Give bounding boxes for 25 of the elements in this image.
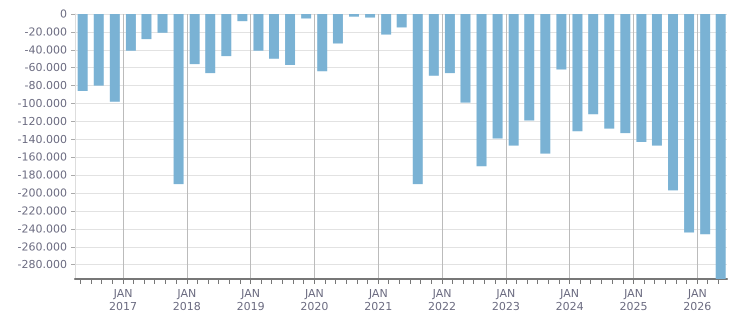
y-tick-label: -20.000 [24,25,67,38]
y-tick-label: -260.000 [18,240,67,254]
x-tick-label: JAN 2021 [364,287,392,313]
x-tick-label: JAN 2026 [683,287,712,313]
x-tick-label: JAN 2017 [109,287,138,313]
x-tick-label: JAN 2020 [300,287,328,313]
x-tick-label: JAN 2022 [428,287,456,313]
y-tick-label: -240.000 [18,222,67,236]
y-tick-label: -160.000 [18,150,67,164]
y-tick-label: -40.000 [24,43,67,56]
y-tick-label: -120.000 [18,114,67,128]
y-tick-label: -220.000 [18,204,67,218]
x-tick-label: JAN 2025 [620,287,648,313]
x-tick-label: JAN 2024 [556,287,584,313]
y-tick-label: -140.000 [18,132,67,146]
x-tick-label: JAN 2019 [236,287,265,313]
y-tick-label: -60.000 [24,61,67,74]
y-tick-label: -100.000 [18,97,67,110]
y-tick-label: -200.000 [18,186,67,200]
y-tick-label: 0 [60,8,67,20]
x-tick-label: JAN 2023 [492,287,520,313]
y-tick-label: -80.000 [24,79,67,92]
x-tick-label: JAN 2018 [172,287,201,313]
y-tick-label: -180.000 [18,168,67,182]
y-tick-label: -280.000 [18,258,67,272]
